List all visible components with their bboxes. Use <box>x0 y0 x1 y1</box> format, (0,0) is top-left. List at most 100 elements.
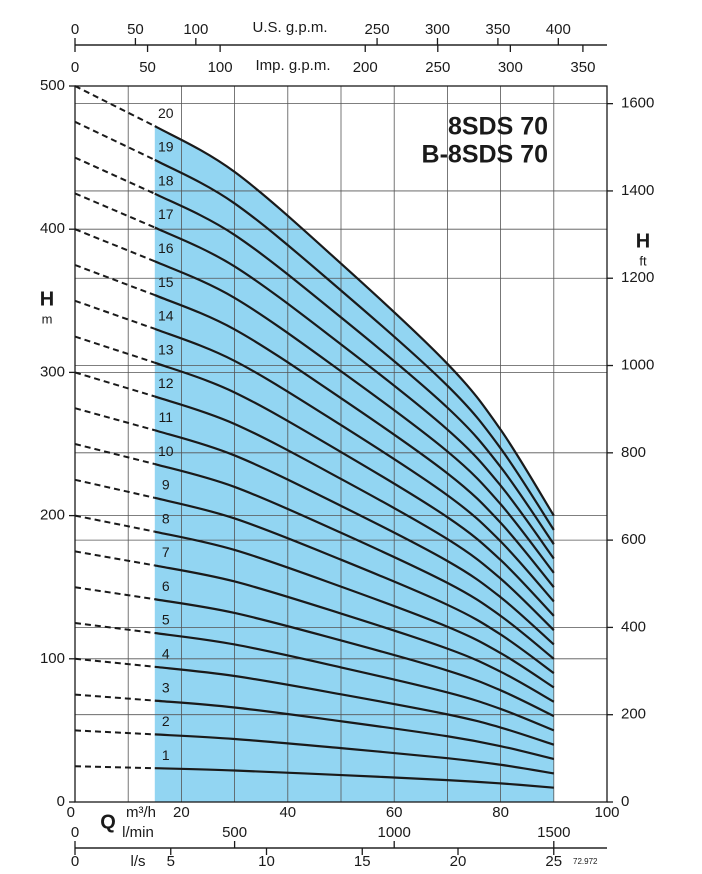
stage-curve <box>154 395 555 631</box>
curve-extension <box>74 264 156 297</box>
curve-extension <box>74 371 156 398</box>
stage-label: 13 <box>158 341 174 357</box>
chart-title: 8SDS 70 <box>448 113 548 141</box>
curve-extension <box>74 335 156 364</box>
stage-curve <box>154 429 555 646</box>
stage-curve <box>154 665 555 746</box>
axis-tick-label: 0 <box>71 824 79 841</box>
chart-subtitle: B-8SDS 70 <box>422 141 548 169</box>
x-tick-label: 0 <box>67 804 75 821</box>
curve-extension <box>74 156 156 195</box>
stage-label: 16 <box>158 240 174 256</box>
y-tick-label: 0 <box>57 793 65 810</box>
y2-tick-label: 0 <box>621 793 629 810</box>
stage-curve <box>154 158 555 531</box>
y2-tick-label: 1600 <box>621 95 654 112</box>
y2-tick-label: 400 <box>621 618 646 635</box>
curve-extension <box>74 478 156 499</box>
axis-label: U.S. g.p.m. <box>252 19 327 36</box>
stage-label: 20 <box>158 105 174 121</box>
axis-tick-label: 5 <box>167 853 175 870</box>
y-tick-label: 500 <box>40 77 65 94</box>
stage-curve <box>154 192 555 545</box>
y-tick-label: 100 <box>40 650 65 667</box>
stage-label: 1 <box>162 747 170 763</box>
stage-curve <box>154 733 554 775</box>
axis-label: l/s <box>131 853 146 870</box>
curve-extension <box>74 299 156 330</box>
stage-curve <box>154 125 555 517</box>
stage-label: 5 <box>162 612 170 628</box>
axis-tick-label: 350 <box>485 21 510 38</box>
x-tick-label: 60 <box>386 804 403 821</box>
axis-tick-label: 1500 <box>537 824 570 841</box>
stage-label: 10 <box>158 443 174 459</box>
curve-extension <box>74 657 155 668</box>
axis-tick-label: 20 <box>450 853 467 870</box>
y-axis-unit: m <box>42 311 53 326</box>
stage-label: 19 <box>158 139 174 155</box>
axis-tick-label: 50 <box>139 59 156 76</box>
stage-label: 15 <box>158 274 174 290</box>
curve-extension <box>74 729 155 736</box>
y-axis-label: H <box>40 288 54 310</box>
axis-tick-label: 500 <box>222 824 247 841</box>
axis-tick-label: 100 <box>208 59 233 76</box>
curve-extension <box>74 550 155 567</box>
curve-extension <box>74 85 156 127</box>
curve-extension <box>74 693 155 702</box>
axis-tick-label: 15 <box>354 853 371 870</box>
y2-tick-label: 600 <box>621 531 646 548</box>
axis-tick-label: 300 <box>498 59 523 76</box>
note: 72.972 <box>573 857 598 866</box>
y-tick-label: 300 <box>40 363 65 380</box>
stage-curve <box>154 361 555 617</box>
curve-extension <box>74 443 156 466</box>
x-tick-label: 20 <box>173 804 190 821</box>
axis-tick-label: 100 <box>183 21 208 38</box>
stage-curve <box>154 327 555 603</box>
stage-label: 14 <box>158 308 174 324</box>
stage-label: 2 <box>162 713 170 729</box>
curve-extension <box>74 192 156 229</box>
stage-curve <box>154 496 555 675</box>
stage-curve <box>154 699 555 761</box>
y-tick-label: 200 <box>40 507 65 524</box>
axis-tick-label: 0 <box>71 59 79 76</box>
stage-label: 11 <box>159 409 174 425</box>
curve-extension <box>74 120 156 161</box>
stage-curve <box>154 767 554 789</box>
axis-tick-label: 300 <box>425 21 450 38</box>
axis-tick-label: 50 <box>127 21 144 38</box>
stage-curve <box>154 631 555 732</box>
y2-tick-label: 1000 <box>621 356 654 373</box>
operating-range <box>154 126 554 802</box>
axis-tick-label: 0 <box>71 21 79 38</box>
stage-curve <box>154 260 555 574</box>
stage-label: 6 <box>162 578 170 594</box>
curve-extension <box>74 228 156 263</box>
stage-label: 12 <box>158 375 174 391</box>
plot-frame <box>74 85 608 803</box>
stage-label: 9 <box>162 477 170 493</box>
stage-curve <box>154 530 555 689</box>
x-tick-label: 100 <box>594 804 619 821</box>
stage-label: 8 <box>162 510 170 526</box>
y2-axis-label: H <box>636 230 650 252</box>
axis-tick-label: 10 <box>258 853 275 870</box>
axis-tick-label: 350 <box>570 59 595 76</box>
stage-label: 7 <box>162 544 170 560</box>
x-axis-label: Q <box>100 811 116 833</box>
curve-extension <box>74 586 155 601</box>
axis-tick-label: 250 <box>365 21 390 38</box>
axis-label: Imp. g.p.m. <box>255 57 330 74</box>
y2-tick-label: 1400 <box>621 182 654 199</box>
axis-tick-label: 25 <box>545 853 562 870</box>
curve-extension <box>74 514 155 533</box>
label-layer: 0 20 40 60 80 1000100200300400500020040060080… <box>40 19 654 870</box>
curve-extension <box>74 765 155 770</box>
x-tick-label: 40 <box>279 804 296 821</box>
stage-curve <box>154 598 555 718</box>
